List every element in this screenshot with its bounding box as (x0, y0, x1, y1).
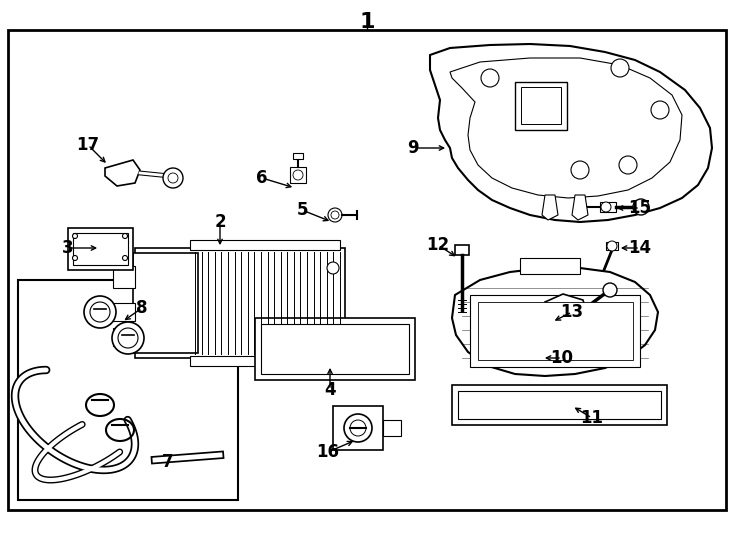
Bar (515, 82, 567, 130)
Text: 11: 11 (581, 409, 603, 427)
Bar (135, 248, 345, 358)
Bar (293, 153, 303, 159)
Bar (470, 295, 640, 367)
Circle shape (73, 233, 78, 239)
Bar (113, 266, 135, 288)
Text: 13: 13 (561, 303, 584, 321)
Circle shape (73, 255, 78, 260)
Circle shape (607, 241, 617, 251)
Polygon shape (105, 160, 140, 186)
Bar (18, 280, 238, 500)
Text: 1: 1 (359, 12, 375, 32)
Bar (458, 391, 661, 419)
Text: 14: 14 (628, 239, 652, 257)
Circle shape (571, 161, 589, 179)
Bar (68, 228, 133, 270)
Circle shape (619, 156, 637, 174)
Circle shape (163, 168, 183, 188)
Text: 7: 7 (162, 453, 174, 471)
Polygon shape (542, 195, 558, 220)
Text: 8: 8 (137, 299, 148, 317)
Text: 15: 15 (628, 199, 652, 217)
Bar (113, 303, 135, 321)
Text: 9: 9 (407, 139, 419, 157)
Circle shape (168, 173, 178, 183)
Circle shape (651, 101, 669, 119)
Bar (333, 406, 383, 450)
Circle shape (481, 69, 499, 87)
Text: 5: 5 (297, 201, 308, 219)
Polygon shape (430, 44, 712, 222)
Circle shape (611, 59, 629, 77)
Circle shape (112, 322, 144, 354)
Circle shape (123, 233, 128, 239)
Bar (261, 324, 409, 374)
Circle shape (118, 328, 138, 348)
Circle shape (327, 262, 339, 274)
Bar (73, 233, 128, 265)
Bar (455, 245, 469, 255)
Bar (478, 302, 633, 360)
Text: 10: 10 (550, 349, 573, 367)
Bar (8, 30, 726, 510)
Circle shape (328, 208, 342, 222)
Circle shape (344, 414, 372, 442)
Polygon shape (545, 294, 587, 324)
Circle shape (603, 283, 617, 297)
Circle shape (601, 202, 611, 212)
Text: 17: 17 (76, 136, 100, 154)
Bar (290, 167, 306, 183)
Bar (190, 356, 340, 366)
Text: 4: 4 (324, 381, 336, 399)
Circle shape (90, 302, 110, 322)
Polygon shape (572, 195, 588, 220)
Bar (606, 242, 618, 250)
Bar (520, 258, 580, 274)
Bar (113, 328, 135, 346)
Bar (190, 240, 340, 250)
Polygon shape (450, 58, 682, 198)
Bar (133, 253, 198, 353)
Text: 16: 16 (316, 443, 340, 461)
Text: 12: 12 (426, 236, 449, 254)
Text: 6: 6 (256, 169, 268, 187)
Circle shape (350, 420, 366, 436)
Circle shape (293, 170, 303, 180)
Circle shape (123, 255, 128, 260)
Circle shape (327, 332, 339, 344)
Bar (383, 420, 401, 436)
Circle shape (633, 199, 649, 215)
Bar (600, 202, 616, 212)
Polygon shape (452, 268, 658, 376)
Bar (521, 87, 561, 124)
Circle shape (331, 211, 339, 219)
Text: 2: 2 (214, 213, 226, 231)
Text: 3: 3 (62, 239, 74, 257)
Circle shape (84, 296, 116, 328)
Bar (255, 318, 415, 380)
Bar (452, 385, 667, 425)
